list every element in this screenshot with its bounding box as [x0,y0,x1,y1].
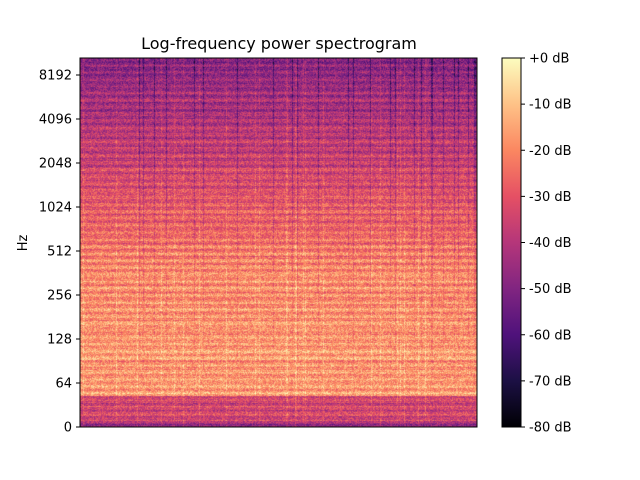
y-axis-label: Hz [16,235,31,252]
colorbar-ticks: +0 dB -10 dB -20 dB -30 dB -40 dB -50 dB -60 d… [521,52,572,436]
colorbar [501,57,522,428]
spectrogram-image [80,58,477,427]
y-tick-label: 0 [64,421,72,436]
y-tick-label: 64 [55,377,72,392]
colorbar-tick-label: -60 dB [529,328,572,343]
plot-frame [79,57,478,428]
colorbar-tick-label: -70 dB [529,374,572,389]
y-tick-label: 128 [47,333,72,348]
y-axis-ticks: 0 64 128 256 512 1024 2048 4096 8192 [39,69,80,436]
colorbar-tick-label: +0 dB [529,52,569,67]
colorbar-tick-label: -20 dB [529,144,572,159]
y-tick-label: 256 [47,289,72,304]
colorbar-tick-label: -40 dB [529,236,572,251]
colorbar-tick-label: -50 dB [529,282,572,297]
spectrogram-heatmap [80,58,477,427]
y-tick-label: 2048 [39,157,72,172]
colorbar-tick-label: -80 dB [529,421,572,436]
y-tick-label: 512 [47,245,72,260]
y-tick-label: 8192 [39,69,72,84]
y-tick-label: 1024 [39,201,72,216]
colorbar-tick-label: -10 dB [529,98,572,113]
colorbar-tick-label: -30 dB [529,190,572,205]
chart-title: Log-frequency power spectrogram [141,34,417,53]
y-tick-label: 4096 [39,113,72,128]
